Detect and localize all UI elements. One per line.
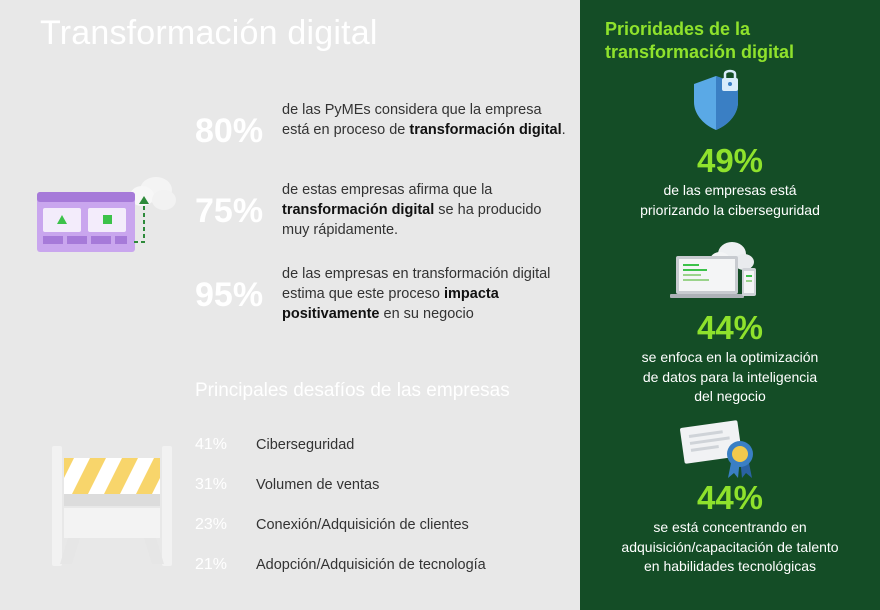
construction-barrier-icon [52, 446, 172, 566]
certificate-icon [680, 420, 753, 478]
challenges-title: Principales desafíos de las empresas [195, 380, 510, 401]
stat-percentage: 75% [195, 192, 264, 230]
stat-description: de estas empresas afirma que la transfor… [282, 182, 542, 238]
challenge-item: 21% Adopción/Adquisición de tecnología [195, 556, 575, 578]
priority-percentage: 44% [696, 479, 764, 516]
page-title: Transformación digital [40, 14, 378, 52]
challenge-label: Conexión/Adquisición de clientes [256, 517, 469, 533]
stat-percentage: 95% [195, 276, 264, 314]
priority-percentage: 49% [696, 142, 764, 179]
stat-item: 95% de las empresas en transformación di… [195, 264, 575, 324]
priority-description: se está concentrando en adquisición/capa… [621, 519, 839, 574]
challenge-percentage: 23% [195, 516, 228, 533]
stat-description: de las PyMEs considera que la empresa es… [282, 102, 566, 138]
priorities-title: Prioridades de la transformación digital [605, 19, 795, 62]
browser-window-icon [37, 177, 176, 252]
priority-description: se enfoca en la optimización de datos pa… [641, 349, 819, 404]
challenge-item: 41% Ciberseguridad [195, 436, 575, 458]
challenge-item: 31% Volumen de ventas [195, 476, 575, 498]
priority-item: 44% se enfoca en la optimización de dato… [580, 310, 880, 407]
stat-item: 75% de estas empresas afirma que la tran… [195, 180, 575, 240]
challenge-percentage: 31% [195, 476, 228, 493]
stat-item: 80% de las PyMEs considera que la empres… [195, 100, 575, 160]
challenge-item: 23% Conexión/Adquisición de clientes [195, 516, 575, 538]
laptop-cloud-icon [670, 242, 756, 298]
stat-description: de las empresas en transformación digita… [282, 266, 551, 322]
challenge-label: Adopción/Adquisición de tecnología [256, 557, 486, 573]
challenge-percentage: 41% [195, 436, 228, 453]
priority-description: de las empresas está priorizando la cibe… [640, 182, 820, 218]
challenge-label: Volumen de ventas [256, 477, 380, 493]
shield-lock-icon [694, 69, 738, 130]
challenge-percentage: 21% [195, 556, 228, 573]
stat-percentage: 80% [195, 112, 264, 150]
priorities-panel: Prioridades de la transformación digital… [580, 0, 880, 610]
left-panel: Transformación digital 80% de las PyMEs … [37, 14, 575, 578]
priority-percentage: 44% [696, 309, 764, 346]
challenge-label: Ciberseguridad [256, 437, 355, 453]
priority-item: 44% se está concentrando en adquisición/… [580, 480, 880, 577]
priority-item: 49% de las empresas está priorizando la … [580, 143, 880, 220]
